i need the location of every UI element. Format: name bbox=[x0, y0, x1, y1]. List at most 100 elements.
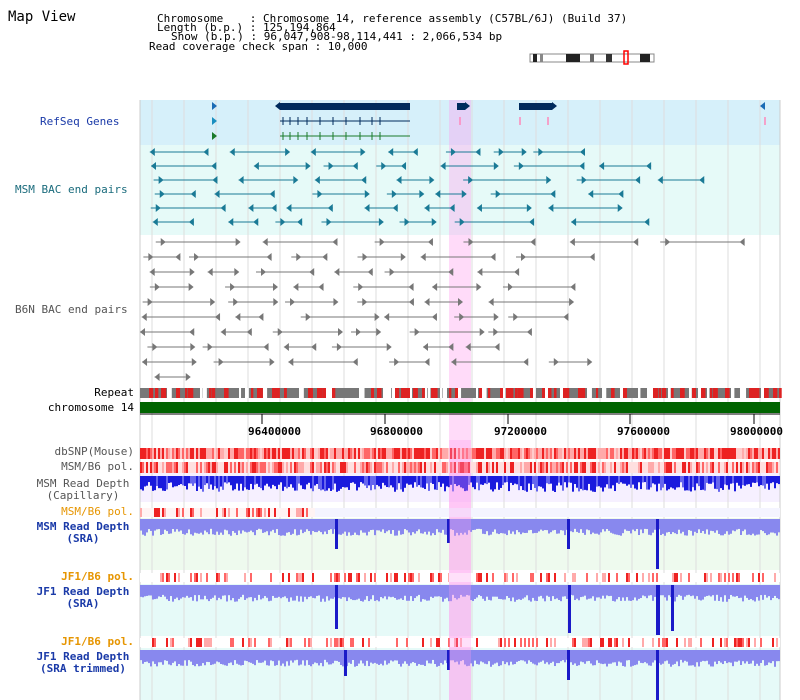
capillary-depth-bar bbox=[468, 476, 470, 485]
jf1-sra-depth-bar bbox=[602, 585, 604, 596]
jf1-sra-depth-bar bbox=[648, 585, 650, 596]
repeat-element bbox=[773, 388, 778, 398]
jf1-b6-pol-track-cell bbox=[774, 573, 776, 582]
jf1-b6-pol2-track-cell bbox=[438, 638, 440, 647]
jf1-sra-depth-bar bbox=[572, 585, 574, 596]
jf1-b6-pol2-track-cell bbox=[614, 638, 616, 647]
dbsnp-track-cell bbox=[634, 448, 636, 459]
axis-tick-label: 97600000 bbox=[617, 425, 670, 438]
jf1-b6-pol-track-cell bbox=[430, 573, 432, 582]
msm-b6-pol-track-cell bbox=[206, 462, 208, 473]
msm-sra-depth-bar bbox=[358, 519, 360, 536]
dbsnp-track-cell bbox=[290, 448, 292, 459]
dbsnp-track-cell bbox=[590, 448, 592, 459]
msm-sra-depth-bar bbox=[140, 519, 142, 531]
jf1-trim-depth-bar bbox=[376, 650, 378, 664]
msm-sra-depth-bar bbox=[662, 519, 664, 534]
capillary-depth-bar bbox=[714, 476, 716, 489]
capillary-depth-bar bbox=[216, 476, 218, 489]
jf1-b6-pol-track-cell bbox=[282, 573, 284, 582]
info-length: Length (b.p.) : 125,194,864 bbox=[157, 21, 336, 34]
jf1-trim-depth-bar bbox=[532, 650, 534, 664]
capillary-depth-bar bbox=[672, 476, 674, 489]
bac-end-marker bbox=[569, 298, 575, 306]
bac-end-marker bbox=[476, 283, 482, 291]
msm-sra-depth-bar bbox=[646, 519, 648, 530]
jf1-trim-depth-bar bbox=[336, 650, 338, 661]
dbsnp-track-cell bbox=[500, 448, 502, 459]
jf1-sra-depth-bar bbox=[476, 585, 478, 598]
jf1-b6-pol2-track-cell bbox=[232, 638, 234, 647]
capillary-depth-bar bbox=[274, 476, 276, 487]
gene-strand-arrow bbox=[275, 102, 280, 110]
msm-b6-pol-track-cell bbox=[592, 462, 594, 473]
msm-sra-depth-bar bbox=[248, 519, 250, 532]
jf1-trim-depth-bar bbox=[766, 650, 768, 666]
jf1-sra-depth-bar bbox=[162, 585, 164, 595]
msm-sra-depth-bar bbox=[210, 519, 212, 529]
msm-sra-depth-bar bbox=[608, 519, 610, 531]
msm-sra-depth-bar bbox=[152, 519, 154, 536]
dbsnp-track-cell bbox=[610, 448, 612, 459]
msm-sra-depth-bar bbox=[208, 519, 210, 535]
jf1-sra-depth-bar bbox=[264, 585, 266, 597]
jf1-trim-depth-bar bbox=[248, 650, 250, 663]
capillary-depth-bar bbox=[484, 476, 486, 484]
dbsnp-track-cell bbox=[282, 448, 284, 459]
axis-tick-label: 96800000 bbox=[370, 425, 423, 438]
info-coverage-span: Read coverage check span : 10,000 bbox=[149, 40, 368, 53]
jf1-trim-depth-bar bbox=[482, 650, 484, 663]
repeat-element bbox=[167, 388, 172, 398]
jf1-sra-depth-bar bbox=[182, 585, 184, 598]
track-label-b6n-bac: B6N BAC end pairs bbox=[15, 303, 128, 316]
jf1-trim-depth-bar bbox=[262, 650, 264, 663]
jf1-trim-depth-bar bbox=[226, 650, 228, 666]
jf1-b6-pol2-track-cell bbox=[208, 638, 210, 647]
jf1-trim-depth-bar bbox=[430, 650, 432, 664]
jf1-trim-depth-bar bbox=[612, 650, 614, 663]
repeat-element bbox=[509, 388, 514, 398]
jf1-trim-depth-bar bbox=[200, 650, 202, 666]
capillary-depth-bar bbox=[494, 476, 496, 490]
dbsnp-track-cell bbox=[362, 448, 364, 459]
jf1-trim-depth-bar bbox=[576, 650, 578, 666]
repeat-element bbox=[698, 388, 703, 398]
capillary-depth-bar bbox=[356, 476, 358, 491]
capillary-depth-bar bbox=[190, 476, 192, 484]
bac-end-marker bbox=[633, 238, 639, 246]
jf1-sra-depth-bar bbox=[468, 585, 470, 596]
jf1-sra-depth-bar bbox=[502, 585, 504, 600]
repeat-element bbox=[263, 388, 268, 398]
msm-sra-depth-bar bbox=[390, 519, 392, 534]
capillary-depth-bar bbox=[670, 476, 672, 488]
bac-end-marker bbox=[518, 162, 524, 170]
capillary-depth-bar bbox=[680, 476, 682, 483]
dbsnp-track-cell bbox=[718, 448, 720, 459]
jf1-sra-depth-bar bbox=[440, 585, 442, 597]
jf1-b6-pol-track-cell bbox=[680, 573, 682, 582]
capillary-depth-bar bbox=[514, 476, 516, 484]
bac-end-marker bbox=[523, 358, 529, 366]
msm-b6-pol2-track-cell bbox=[224, 508, 226, 517]
repeat-element bbox=[200, 388, 203, 398]
repeat-element bbox=[578, 388, 582, 398]
jf1-sra-depth-bar bbox=[248, 585, 250, 598]
jf1-b6-pol-track-cell bbox=[504, 573, 506, 582]
capillary-depth-bar bbox=[748, 476, 750, 485]
jf1-sra-depth-bar bbox=[280, 585, 282, 599]
jf1-trim-depth-bar bbox=[596, 650, 598, 661]
jf1-sra-depth-bar bbox=[596, 585, 598, 598]
dbsnp-track-cell bbox=[434, 448, 436, 459]
jf1-trim-depth-bar bbox=[530, 650, 532, 662]
capillary-depth-bar bbox=[264, 476, 266, 486]
capillary-depth-bar bbox=[384, 476, 386, 486]
jf1-trim-depth-bar bbox=[722, 650, 724, 665]
ideogram-band bbox=[566, 54, 580, 62]
bac-end-marker bbox=[364, 204, 370, 212]
dbsnp-track-cell bbox=[378, 448, 380, 459]
msm-b6-pol-track-cell bbox=[666, 462, 668, 473]
jf1-trim-depth-bar bbox=[302, 650, 304, 661]
focus-highlight bbox=[449, 100, 471, 700]
dbsnp-track-cell bbox=[188, 448, 190, 459]
